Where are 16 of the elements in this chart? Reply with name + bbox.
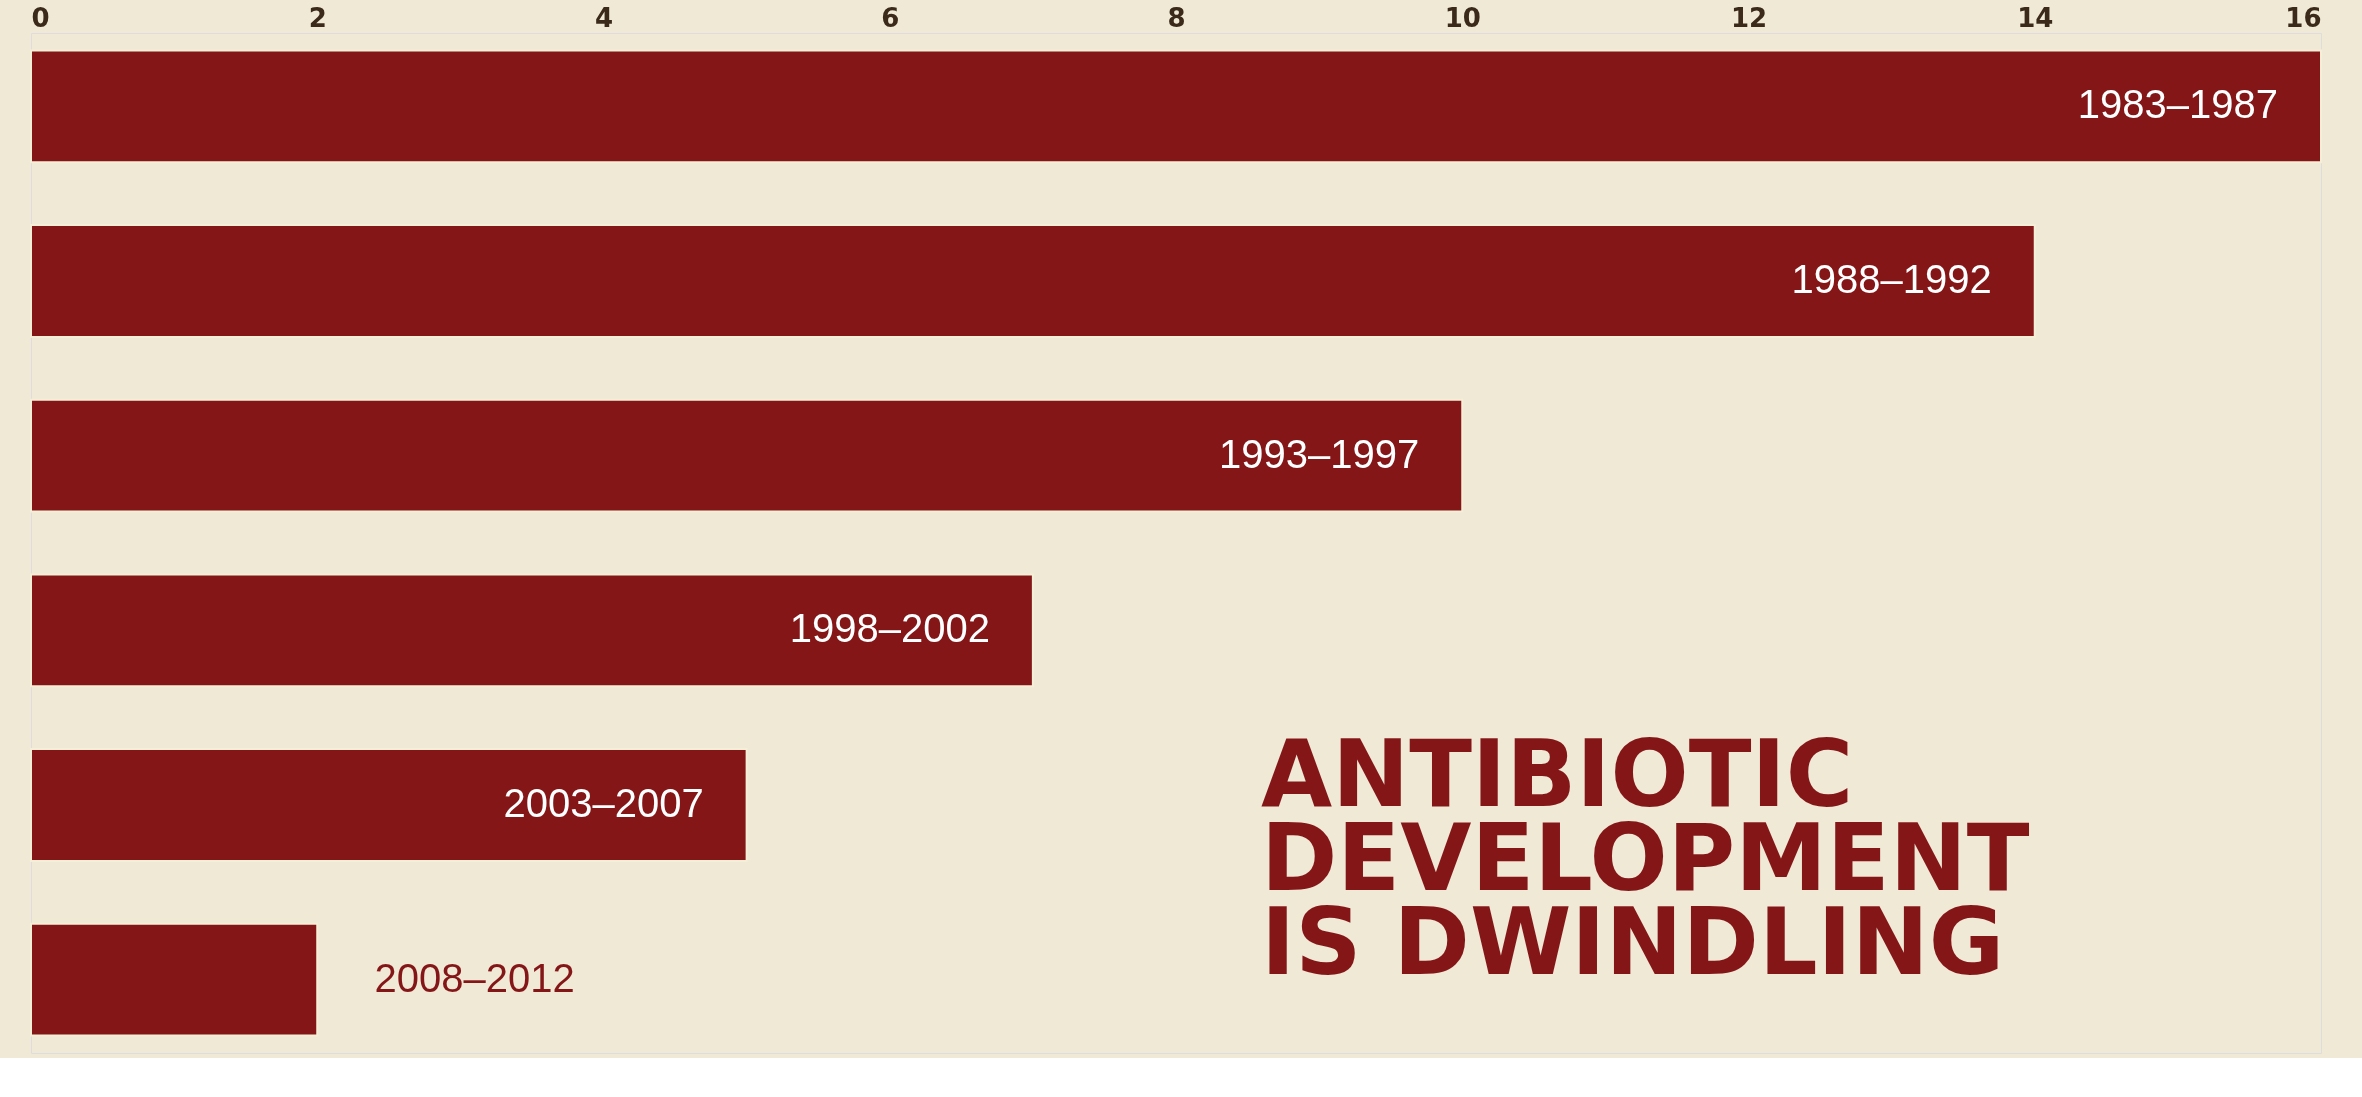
x-tick-label: 4 xyxy=(594,2,614,33)
x-tick-label: 6 xyxy=(881,2,900,33)
x-tick-label: 12 xyxy=(1730,2,1768,33)
x-tick-label: 10 xyxy=(1444,2,1481,33)
x-tick-label: 8 xyxy=(1167,2,1186,33)
y-tick-label: 1998–2002 xyxy=(789,606,990,651)
x-tick-label: 16 xyxy=(2285,2,2322,33)
x-tick-label: 0 xyxy=(31,2,50,33)
text: ANTIBIOTIC DEVELOPMENT IS DWINDLING xyxy=(1261,721,2030,996)
y-tick-label: 2008–2012 xyxy=(374,955,575,1000)
y-tick-label: 1983–1987 xyxy=(2077,82,2279,127)
y-tick-label: 1988–1992 xyxy=(1791,257,1992,302)
x-tick-label: 2 xyxy=(308,2,327,33)
y-tick-label: 1993–1997 xyxy=(1219,431,1420,476)
y-tick-label: 2003–2007 xyxy=(503,780,704,825)
x-tick-label: 14 xyxy=(2017,2,2054,33)
